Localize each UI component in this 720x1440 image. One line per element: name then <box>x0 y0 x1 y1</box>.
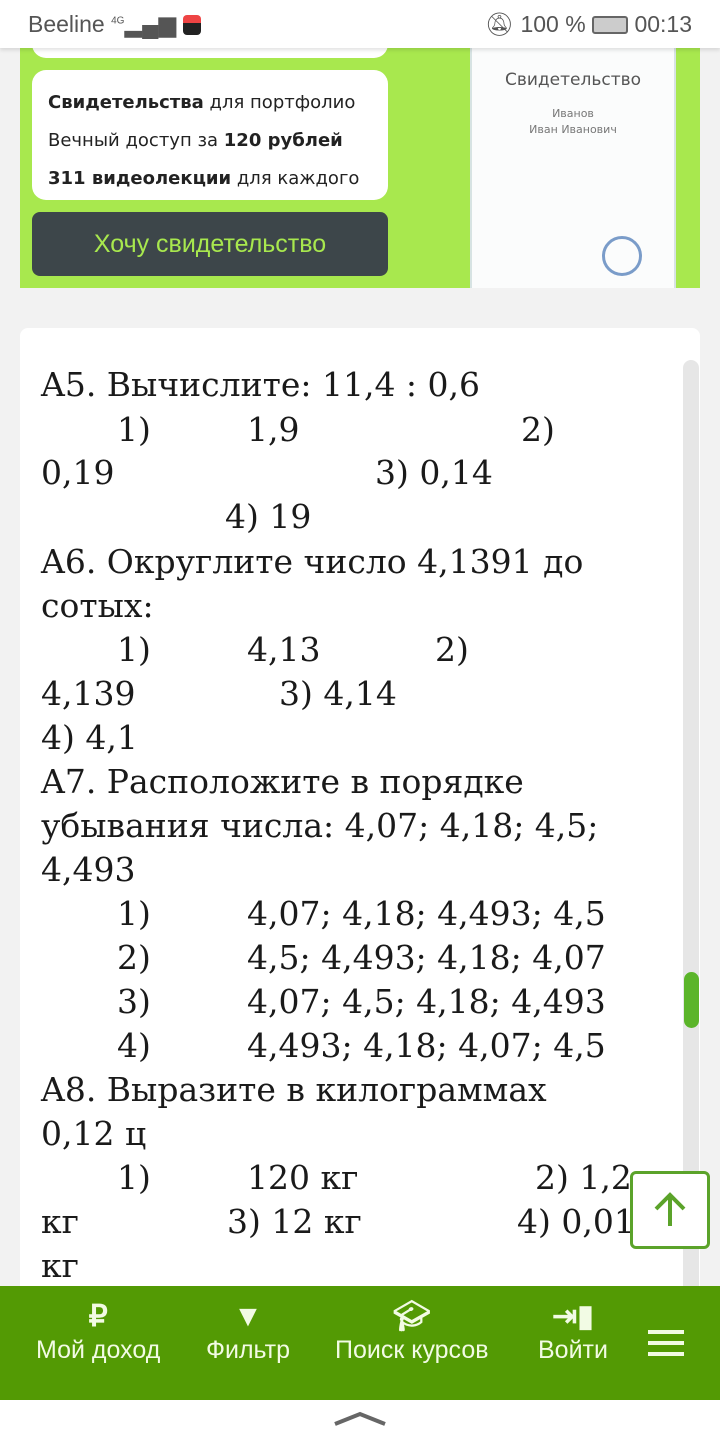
network-type: 4G <box>111 15 125 27</box>
nav-login[interactable]: ⇥▮ Войти <box>538 1300 608 1364</box>
arrow-up-icon <box>654 1192 686 1226</box>
certificate-title: Свидетельство <box>504 70 642 90</box>
content-text: A8. Выразите в килограммах <box>41 1070 547 1109</box>
app-notification-icon <box>182 15 201 35</box>
chevron-up-icon[interactable] <box>333 1410 387 1426</box>
promo-card-features: Свидетельства для портфолио Вечный досту… <box>32 70 388 200</box>
scrollbar-track[interactable] <box>683 360 699 1300</box>
feature-2: Вечный доступ за 120 рублей <box>48 130 343 151</box>
content-text: 4,07; 4,5; 4,18; 4,493 <box>247 982 606 1021</box>
certificate-image: Свидетельство Иванов Иван Иванович <box>470 48 676 288</box>
content-text: 3) <box>117 982 151 1021</box>
content-text: 2) 1,2 <box>535 1158 632 1197</box>
content-text: 4) 4,1 <box>41 718 138 757</box>
content-text: 0,19 <box>41 453 115 492</box>
mute-icon: 🔕︎ <box>484 11 515 37</box>
login-icon: ⇥▮ <box>552 1300 594 1333</box>
content-text: 3) 12 кг <box>227 1202 362 1241</box>
content-text: сотых: <box>41 586 154 625</box>
content-text: 4) <box>117 1026 151 1065</box>
content-text: 3) 4,14 <box>279 674 397 713</box>
content-text: 2) <box>435 630 469 669</box>
content-text: кг <box>41 1202 79 1241</box>
article-content <box>20 328 700 1298</box>
content-text: 1,9 <box>247 410 300 449</box>
content-text: 1) <box>117 1158 151 1197</box>
bottom-nav: ₽ Мой доход ▼ Фильтр 🎓︎ Поиск курсов ⇥▮ Войт… <box>0 1286 720 1400</box>
carrier: Beeline <box>28 11 105 37</box>
content-text: A5. Вычислите: 11,4 : 0,6 <box>41 365 481 404</box>
content-text: 4,493; 4,18; 4,07; 4,5 <box>247 1026 606 1065</box>
nav-filter[interactable]: ▼ Фильтр <box>206 1300 290 1364</box>
content-text: убывания числа: 4,07; 4,18; 4,5; <box>41 806 599 845</box>
seal-icon <box>602 236 642 276</box>
content-text: 2) <box>521 410 555 449</box>
certificate-name: Иванов Иван Иванович <box>529 107 617 136</box>
content-text: 4) 0,01 <box>517 1202 635 1241</box>
content-text: 1) <box>117 894 151 933</box>
content-text: 4) 19 <box>225 497 312 536</box>
content-text: кг <box>41 1246 79 1285</box>
content-text: A7. Расположите в порядке <box>41 762 524 801</box>
content-text: 4,07; 4,18; 4,493; 4,5 <box>247 894 606 933</box>
graduation-cap-icon: 🎓︎ <box>392 1300 431 1333</box>
want-certificate-button[interactable]: Хочу свидетельство <box>32 212 388 276</box>
clock: 00:13 <box>634 11 692 37</box>
content-text: 1) <box>117 410 151 449</box>
scrollbar-thumb[interactable] <box>684 972 699 1028</box>
hamburger-icon[interactable] <box>648 1330 684 1356</box>
content-text: 3) 0,14 <box>375 453 493 492</box>
feature-3: 311 видеолекции для каждого <box>48 168 360 189</box>
filter-icon: ▼ <box>233 1300 263 1333</box>
nav-my-income[interactable]: ₽ Мой доход <box>36 1300 161 1364</box>
system-nav <box>0 1400 720 1440</box>
nav-course-search[interactable]: 🎓︎ Поиск курсов <box>335 1300 489 1364</box>
content-text: 4,13 <box>247 630 321 669</box>
battery-percent: 100 % <box>520 11 586 37</box>
status-bar: Beeline 4G▂▄▆ 🔕︎ 100 % 00:13 <box>0 0 720 48</box>
content-text: 4,5; 4,493; 4,18; 4,07 <box>247 938 606 977</box>
content-text: 4,493 <box>41 850 136 889</box>
battery-charging-icon <box>592 16 629 34</box>
content-text: A6. Округлите число 4,1391 до <box>41 542 584 581</box>
scroll-to-top-button[interactable] <box>630 1171 710 1249</box>
content-text: 2) <box>117 938 151 977</box>
ruble-icon: ₽ <box>88 1300 108 1333</box>
signal-icon: ▂▄▆ <box>124 11 177 37</box>
feature-1: Свидетельства для портфолио <box>48 92 356 113</box>
content-text: 120 кг <box>247 1158 359 1197</box>
content-text: 4,139 <box>41 674 136 713</box>
content-text: 0,12 ц <box>41 1114 147 1153</box>
promo-banner: Свидетельства для портфолио Вечный досту… <box>20 28 700 288</box>
content-text: 1) <box>117 630 151 669</box>
